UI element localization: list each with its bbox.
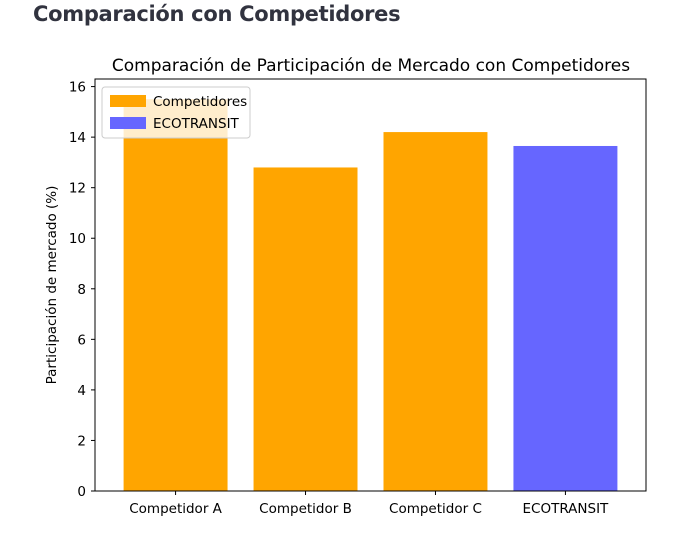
bar-competidor-a xyxy=(123,99,228,491)
legend: Competidores ECOTRANSIT xyxy=(101,86,251,139)
x-tick-label: Competidor B xyxy=(259,501,352,517)
y-tick-label: 14 xyxy=(69,130,86,146)
bars-group xyxy=(123,99,618,492)
y-tick-label: 12 xyxy=(69,181,86,197)
y-tick-label: 4 xyxy=(77,383,86,399)
y-axis-label: Participación de mercado (%) xyxy=(44,186,60,385)
x-axis: Competidor A Competidor B Competidor C ECOT… xyxy=(129,491,609,517)
y-tick-label: 8 xyxy=(77,282,86,298)
y-tick-label: 2 xyxy=(77,433,86,449)
y-tick-label: 16 xyxy=(69,80,86,96)
legend-swatch xyxy=(110,117,146,129)
legend-label: Competidores xyxy=(153,94,247,110)
bar-competidor-b xyxy=(253,167,358,492)
y-tick-label: 10 xyxy=(69,231,86,247)
chart-title: Comparación de Participación de Mercado … xyxy=(112,56,630,76)
legend-swatch xyxy=(110,95,146,107)
legend-label: ECOTRANSIT xyxy=(153,116,240,132)
y-tick-label: 6 xyxy=(77,332,86,348)
y-axis: 0 2 4 6 8 10 12 14 16 xyxy=(69,80,95,500)
plot-frame xyxy=(94,78,647,492)
x-tick-label: ECOTRANSIT xyxy=(523,501,610,517)
y-tick-label: 0 xyxy=(77,484,86,500)
x-tick-label: Competidor A xyxy=(129,501,222,517)
bar-competidor-c xyxy=(383,132,488,491)
section-heading: Comparación con Competidores xyxy=(33,2,401,26)
bar-ecotransit xyxy=(513,145,618,491)
x-tick-label: Competidor C xyxy=(389,501,482,517)
